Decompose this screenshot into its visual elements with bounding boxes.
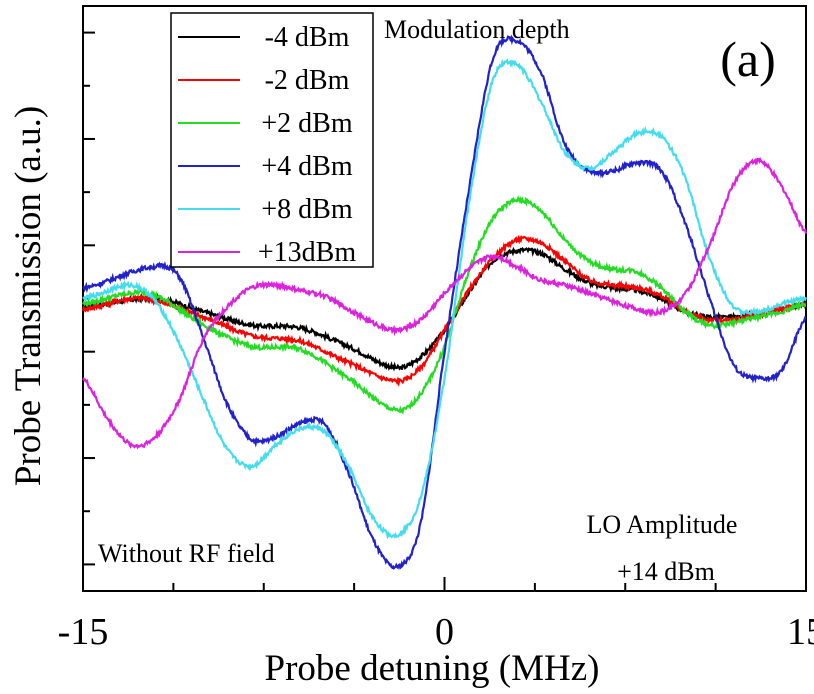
legend: -4 dBm -2 dBm +2 dBm +4 dBm +8 dBm +13dBm (170, 12, 374, 268)
series-line (82, 156, 808, 450)
legend-box (170, 12, 374, 268)
series-line (82, 58, 808, 540)
x-tick-label: 0 (435, 611, 454, 653)
legend-title: Modulation depth (384, 15, 570, 44)
series-lines (81, 34, 808, 570)
annotation-lo-power: +14 dBm (617, 557, 715, 586)
annotation-without-rf: Without RF field (98, 539, 275, 568)
x-tick-label: 15 (787, 611, 814, 653)
legend-label: -4 dBm (265, 22, 350, 53)
annotation-lo-amplitude: LO Amplitude (587, 510, 738, 539)
x-axis-label: Probe detuning (MHz) (265, 648, 600, 689)
x-tick-label: -15 (58, 611, 109, 653)
panel-label: (a) (720, 31, 776, 87)
legend-label: -2 dBm (265, 65, 350, 96)
y-axis-label: Probe Transmission (a.u.) (8, 106, 49, 486)
legend-label: +4 dBm (261, 151, 352, 182)
legend-label: +8 dBm (261, 194, 352, 225)
legend-label: +2 dBm (261, 108, 352, 139)
legend-label: +13dBm (258, 237, 356, 268)
axis-ticks (82, 31, 807, 591)
